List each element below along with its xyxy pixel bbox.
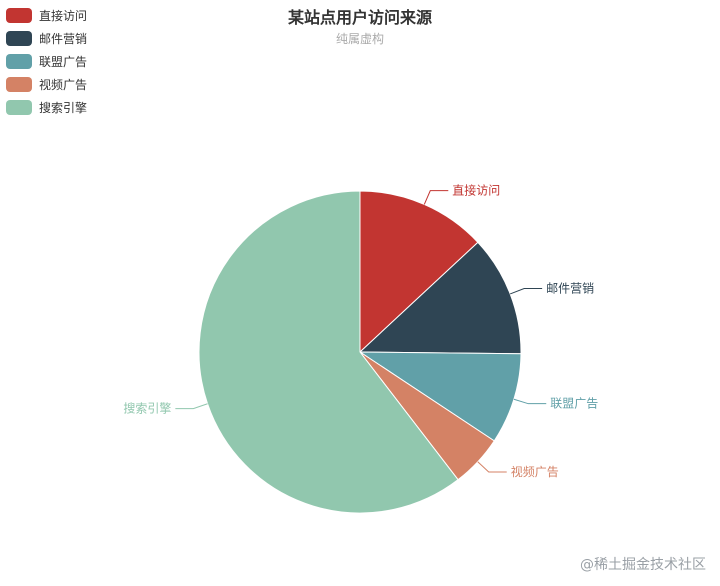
legend-swatch — [6, 54, 32, 69]
label-line — [175, 403, 208, 410]
chart-subtitle: 纯属虚构 — [335, 32, 384, 46]
legend-item[interactable]: 邮件营销 — [6, 27, 87, 50]
legend-swatch — [6, 31, 32, 46]
label-line — [477, 461, 507, 473]
slice-label: 视频广告 — [511, 464, 559, 479]
legend-item[interactable]: 搜索引擎 — [6, 96, 87, 119]
pie-slice[interactable] — [358, 351, 522, 442]
pie-slice[interactable] — [359, 190, 479, 354]
legend-item[interactable]: 直接访问 — [6, 4, 87, 27]
slice-label: 邮件营销 — [546, 282, 594, 296]
legend-item[interactable]: 视频广告 — [6, 73, 87, 96]
slice-label: 搜索引擎 — [123, 401, 171, 416]
pie-slice[interactable] — [358, 241, 522, 355]
label-line — [509, 288, 543, 295]
legend-swatch — [6, 8, 32, 23]
label-line — [423, 190, 449, 205]
watermark: @稀土掘金技术社区 — [580, 557, 706, 573]
legend-label: 邮件营销 — [39, 32, 88, 46]
legend-swatch — [6, 100, 32, 115]
legend-label: 直接访问 — [39, 9, 88, 23]
legend-label: 搜索引擎 — [39, 101, 88, 115]
chart-title: 某站点用户访问来源 — [287, 8, 432, 27]
chart-legend: 直接访问邮件营销联盟广告视频广告搜索引擎 — [6, 4, 87, 119]
slice-label: 直接访问 — [452, 183, 500, 198]
legend-label: 联盟广告 — [39, 55, 88, 69]
legend-swatch — [6, 77, 32, 92]
pie-slice[interactable] — [198, 190, 459, 514]
legend-label: 视频广告 — [39, 78, 88, 92]
slice-label: 联盟广告 — [550, 397, 598, 411]
legend-item[interactable]: 联盟广告 — [6, 50, 87, 73]
label-line — [513, 398, 547, 405]
